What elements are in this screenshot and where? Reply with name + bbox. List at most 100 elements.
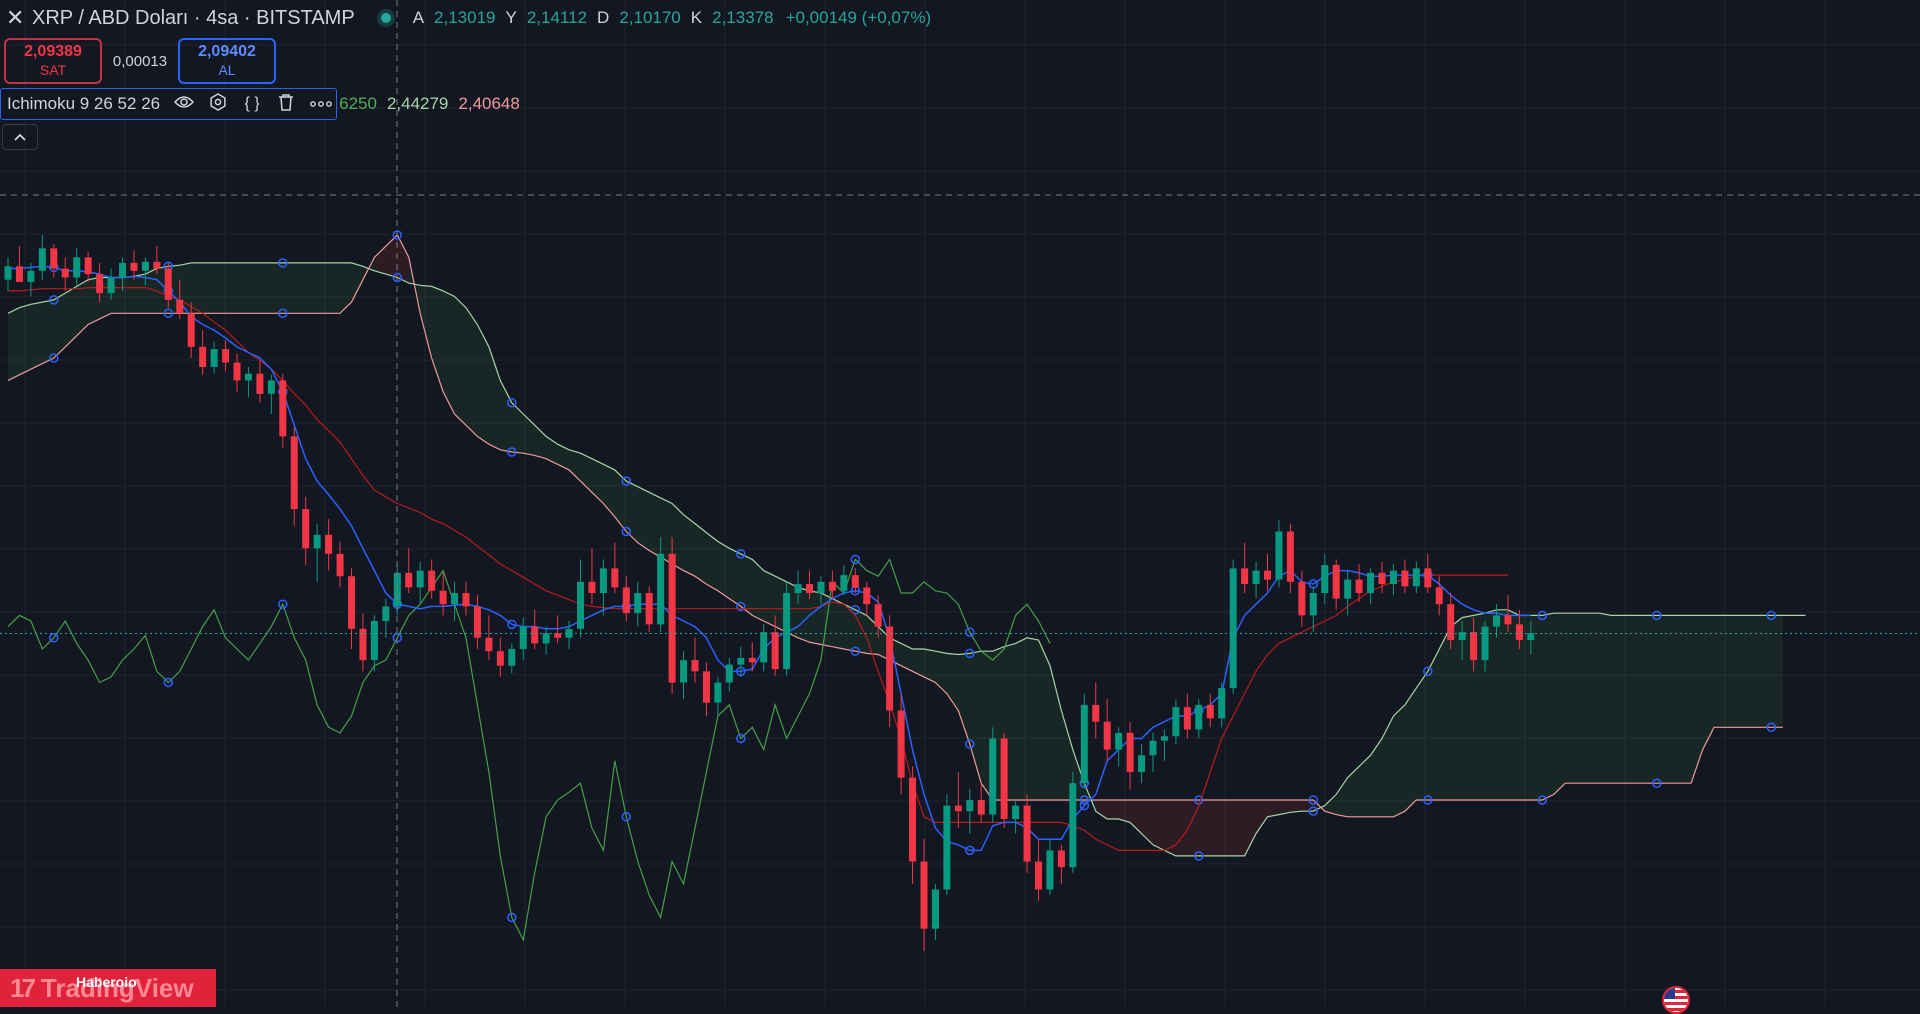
sell-button[interactable]: 2,09389 SAT xyxy=(4,38,102,84)
tradingview-logo-icon: 17 xyxy=(10,972,36,1003)
cloud-segment-bullish xyxy=(626,481,638,543)
cloud-segment-bearish xyxy=(1164,800,1176,856)
symbol-title[interactable]: XRP / ABD Doları · 4sa · BITSTAMP xyxy=(32,6,355,29)
cloud-segment-bullish xyxy=(924,648,936,683)
candle-body-up xyxy=(1069,783,1077,868)
close-x-icon[interactable]: ✕ xyxy=(6,5,25,30)
candle-body-down xyxy=(554,633,562,638)
buy-button[interactable]: 2,09402 AL xyxy=(178,38,276,84)
cloud-segment-bullish xyxy=(1370,738,1382,817)
senkou-span-a-line xyxy=(7,262,1806,857)
candle-body-up xyxy=(1195,704,1203,730)
candle-body-up xyxy=(244,373,252,381)
senkou-span-a-line-marker xyxy=(1194,851,1204,861)
candle-body-up xyxy=(565,628,573,638)
candle-body-down xyxy=(1183,707,1191,730)
candle-body-down xyxy=(806,584,813,594)
candle-body-down xyxy=(622,587,630,614)
cloud-segment-bullish xyxy=(569,449,581,482)
candle-body-down xyxy=(50,248,58,269)
candle-body-down xyxy=(977,800,985,815)
candle-body-down xyxy=(439,590,447,605)
cloud-segment-bullish xyxy=(935,651,947,694)
candle-body-up xyxy=(1218,688,1226,719)
cloud-segment-bullish xyxy=(1611,615,1623,784)
chikou-span-line-marker xyxy=(736,733,746,744)
candle-body-up xyxy=(519,626,527,649)
cloud-segment-bullish xyxy=(1427,648,1440,801)
eye-icon[interactable] xyxy=(174,95,195,114)
cloud-segment-bullish xyxy=(305,262,318,314)
cloud-segment-bullish xyxy=(420,285,432,359)
candle-body-up xyxy=(1046,850,1054,890)
cloud-segment-bullish xyxy=(340,262,352,314)
cloud-segment-bullish xyxy=(1462,615,1474,801)
trash-icon[interactable] xyxy=(276,93,296,116)
candle-body-down xyxy=(302,509,310,549)
cloud-segment-bullish xyxy=(557,444,570,470)
candle-body-down xyxy=(691,660,699,672)
senkou-span-b-line-marker xyxy=(1079,795,1090,805)
low-value: 2,10170 xyxy=(619,8,681,27)
candle-body-up xyxy=(680,660,688,683)
source-code-icon[interactable]: { } xyxy=(244,95,260,112)
senkou-span-a-line-marker xyxy=(1308,806,1319,816)
candle-body-down xyxy=(1264,570,1271,580)
candle-body-up xyxy=(760,632,768,663)
candle-body-down xyxy=(771,632,779,670)
candle-body-up xyxy=(1080,704,1088,784)
tenkan-sen-line xyxy=(8,265,1531,852)
candle-body-up xyxy=(38,248,46,271)
chevron-up-icon[interactable] xyxy=(2,124,38,150)
settings-icon[interactable] xyxy=(208,92,228,116)
candle-body-up xyxy=(783,593,791,670)
more-icon[interactable] xyxy=(310,95,333,113)
indicator-name[interactable]: Ichimoku 9 26 52 26 xyxy=(7,94,161,113)
indicator-controls[interactable]: Ichimoku 9 26 52 26 { } xyxy=(0,88,338,120)
cloud-segment-bullish xyxy=(1771,615,1783,728)
senkou-span-a-line-marker xyxy=(621,476,632,486)
candle-body-up xyxy=(119,262,126,278)
senkou-span-b-line-marker xyxy=(49,353,59,363)
cloud-segment-bullish xyxy=(237,262,249,314)
cloud-segment-bullish xyxy=(1645,615,1657,784)
cloud-segment-bullish xyxy=(511,402,524,454)
cloud-segment-bearish xyxy=(1141,800,1153,845)
cloud-segment-bullish xyxy=(1027,637,1039,801)
senkou-span-a-line-marker xyxy=(507,398,517,408)
candle-body-down xyxy=(1504,615,1512,625)
cloud-segment-bullish xyxy=(832,598,844,649)
senkou-span-b-line-marker xyxy=(621,526,632,537)
candle-body-up xyxy=(1493,615,1500,627)
cloud-segment-bullish xyxy=(65,286,77,347)
cloud-segment-bullish xyxy=(1588,613,1600,784)
cloud-segment-bullish xyxy=(1679,615,1692,784)
candle-body-up xyxy=(1252,570,1260,585)
senkou-span-a-line-marker xyxy=(965,648,975,659)
candle-body-down xyxy=(851,575,859,588)
candle-body-up xyxy=(725,664,733,683)
candle-body-down xyxy=(1435,587,1443,605)
cloud-segment-bullish xyxy=(1668,615,1680,784)
cloud-segment-bearish xyxy=(385,234,398,278)
market-status-icon[interactable] xyxy=(380,13,391,23)
senkou-span-a-line-marker xyxy=(1423,666,1433,677)
candle-body-down xyxy=(428,570,436,591)
cloud-segment-bullish xyxy=(225,262,237,314)
cloud-segment-bullish xyxy=(843,604,856,652)
cloud-segment-bullish xyxy=(1759,615,1772,728)
cloud-segment-bullish xyxy=(901,643,913,672)
candle-body-up xyxy=(4,266,12,280)
cloud-segment-bullish xyxy=(1691,615,1703,784)
cloud-segment-bullish xyxy=(809,590,821,645)
cloud-segment-bullish xyxy=(1416,671,1428,801)
candle-body-down xyxy=(96,274,104,294)
cloud-segment-bullish xyxy=(798,587,810,643)
candle-body-down xyxy=(702,671,710,703)
us-flag-icon[interactable] xyxy=(1662,986,1690,1014)
high-key: Y xyxy=(505,8,517,27)
candle-body-down xyxy=(462,593,470,607)
tradingview-logo[interactable]: 17 TradingView xyxy=(0,969,216,1007)
